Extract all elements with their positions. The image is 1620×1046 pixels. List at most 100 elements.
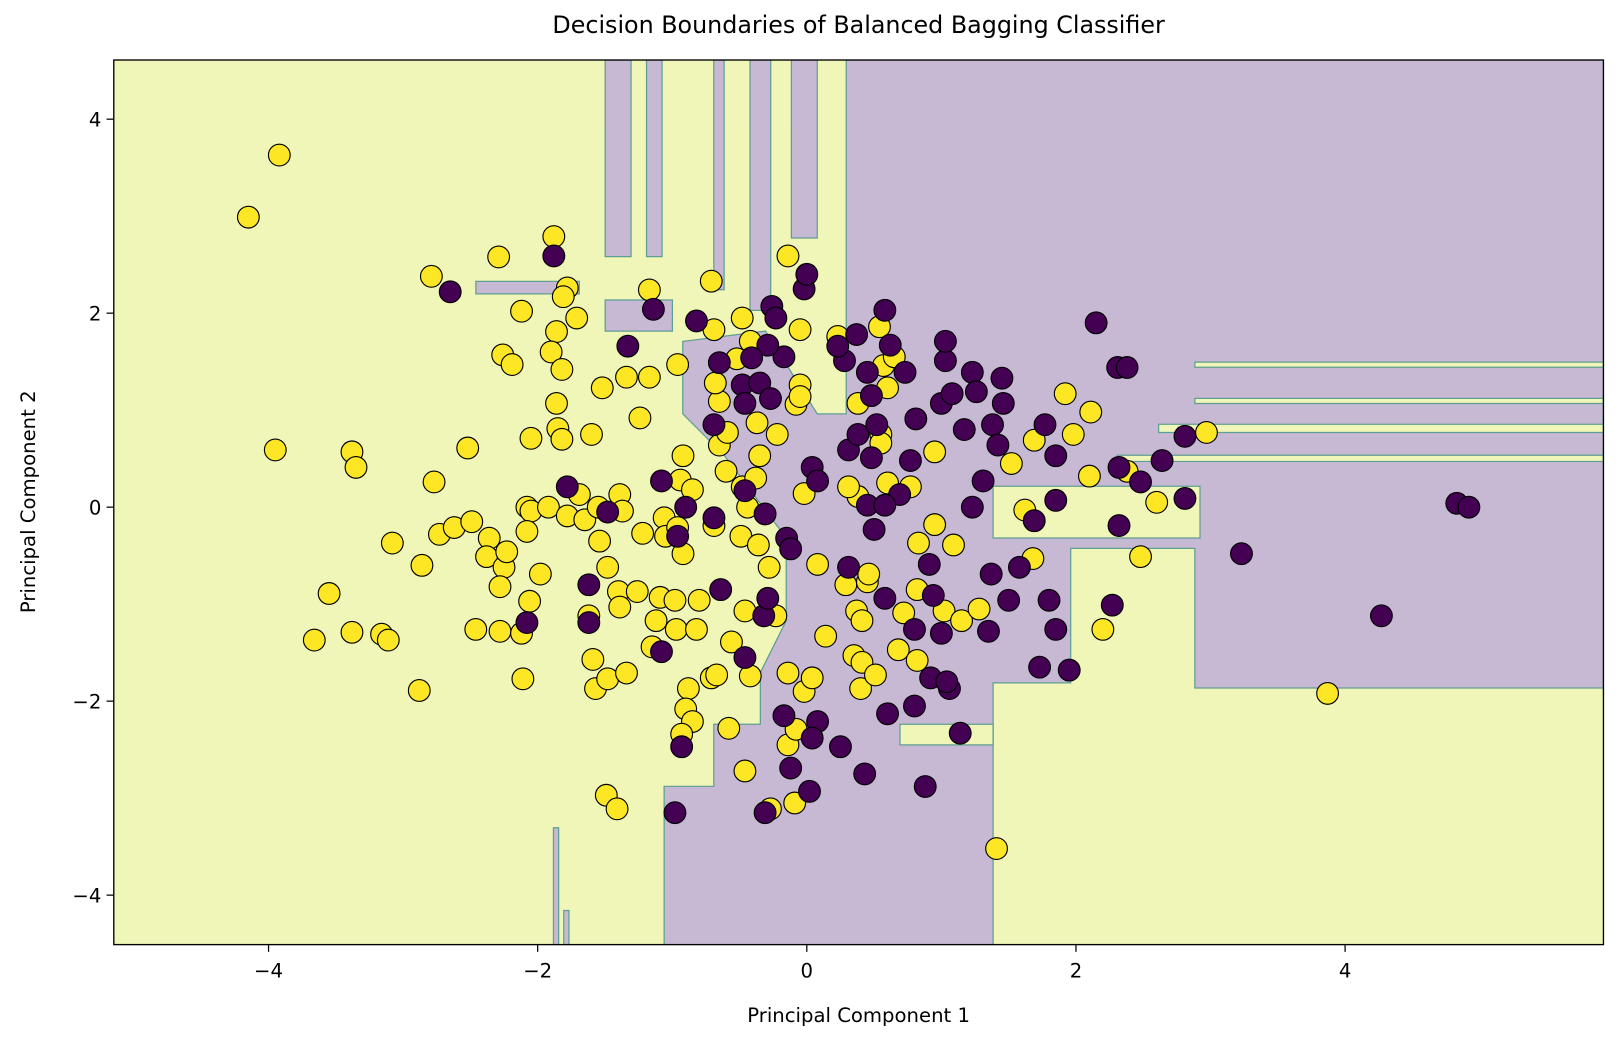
point bbox=[933, 349, 957, 373]
point bbox=[1053, 382, 1077, 406]
point bbox=[800, 666, 824, 690]
point bbox=[628, 406, 652, 430]
point bbox=[615, 365, 638, 389]
point bbox=[637, 278, 661, 302]
x-axis-label: Principal Component 1 bbox=[747, 1004, 970, 1027]
point bbox=[663, 588, 687, 612]
point bbox=[550, 357, 574, 381]
decision-regions bbox=[113, 60, 1604, 945]
point bbox=[873, 298, 897, 322]
point bbox=[714, 459, 738, 483]
point bbox=[705, 663, 729, 687]
point bbox=[317, 582, 341, 605]
point bbox=[1057, 658, 1081, 682]
point bbox=[940, 382, 964, 406]
point bbox=[625, 580, 649, 603]
point bbox=[340, 620, 364, 644]
point bbox=[855, 360, 879, 384]
point bbox=[1369, 604, 1393, 628]
point bbox=[650, 640, 673, 664]
point bbox=[1061, 422, 1085, 446]
point bbox=[267, 143, 291, 167]
y-tick-label: 4 bbox=[89, 108, 101, 131]
point bbox=[410, 553, 434, 577]
point bbox=[950, 609, 973, 633]
plot-frame bbox=[113, 59, 1605, 946]
point bbox=[663, 801, 687, 825]
point bbox=[933, 329, 957, 353]
point bbox=[519, 426, 543, 450]
point bbox=[826, 334, 850, 358]
point bbox=[555, 475, 579, 499]
point bbox=[740, 346, 764, 370]
point bbox=[674, 495, 698, 519]
point bbox=[756, 586, 780, 610]
point bbox=[999, 452, 1023, 475]
point bbox=[542, 225, 566, 248]
point bbox=[733, 599, 757, 623]
point bbox=[986, 433, 1010, 457]
point bbox=[935, 670, 959, 694]
point bbox=[960, 495, 984, 519]
point bbox=[1457, 495, 1481, 519]
point bbox=[733, 479, 757, 503]
point bbox=[898, 449, 922, 473]
point bbox=[865, 413, 889, 437]
point bbox=[487, 245, 511, 269]
point bbox=[565, 306, 589, 330]
point bbox=[1195, 421, 1218, 444]
point bbox=[859, 384, 883, 408]
point bbox=[849, 677, 873, 700]
y-tick-label: 0 bbox=[89, 496, 101, 519]
point bbox=[733, 646, 757, 669]
point bbox=[510, 299, 533, 323]
point bbox=[545, 320, 568, 344]
point bbox=[709, 578, 733, 602]
point bbox=[765, 422, 789, 446]
point bbox=[977, 619, 1000, 643]
point bbox=[460, 510, 484, 534]
point bbox=[730, 306, 754, 330]
point bbox=[990, 366, 1014, 390]
point bbox=[903, 694, 926, 718]
y-tick-label: −4 bbox=[72, 884, 101, 907]
x-tick-label: −2 bbox=[523, 960, 552, 983]
point bbox=[685, 309, 708, 333]
point bbox=[1044, 444, 1068, 468]
point bbox=[699, 269, 723, 293]
point bbox=[637, 365, 661, 389]
point bbox=[1079, 400, 1103, 424]
point bbox=[650, 469, 673, 493]
point bbox=[236, 205, 260, 229]
point bbox=[764, 306, 788, 330]
point bbox=[746, 533, 770, 557]
point bbox=[850, 609, 874, 633]
point bbox=[948, 721, 972, 745]
point bbox=[1115, 356, 1139, 379]
point bbox=[1033, 413, 1057, 437]
point bbox=[1173, 486, 1197, 510]
point bbox=[960, 360, 984, 384]
point bbox=[853, 762, 877, 786]
point bbox=[615, 661, 638, 685]
point bbox=[862, 518, 886, 541]
point bbox=[590, 376, 614, 400]
point bbox=[776, 244, 800, 268]
point bbox=[733, 759, 757, 783]
point bbox=[814, 624, 838, 648]
point bbox=[857, 562, 881, 586]
point bbox=[511, 667, 535, 691]
point bbox=[837, 555, 860, 579]
point bbox=[806, 552, 830, 576]
point bbox=[979, 562, 1003, 586]
point bbox=[263, 438, 287, 462]
point bbox=[873, 493, 897, 517]
point bbox=[1145, 490, 1169, 514]
point bbox=[876, 702, 899, 726]
point bbox=[1100, 593, 1124, 617]
point bbox=[500, 353, 524, 377]
point bbox=[344, 455, 368, 479]
chart-title: Decision Boundaries of Balanced Bagging … bbox=[552, 11, 1165, 39]
point bbox=[798, 779, 821, 803]
